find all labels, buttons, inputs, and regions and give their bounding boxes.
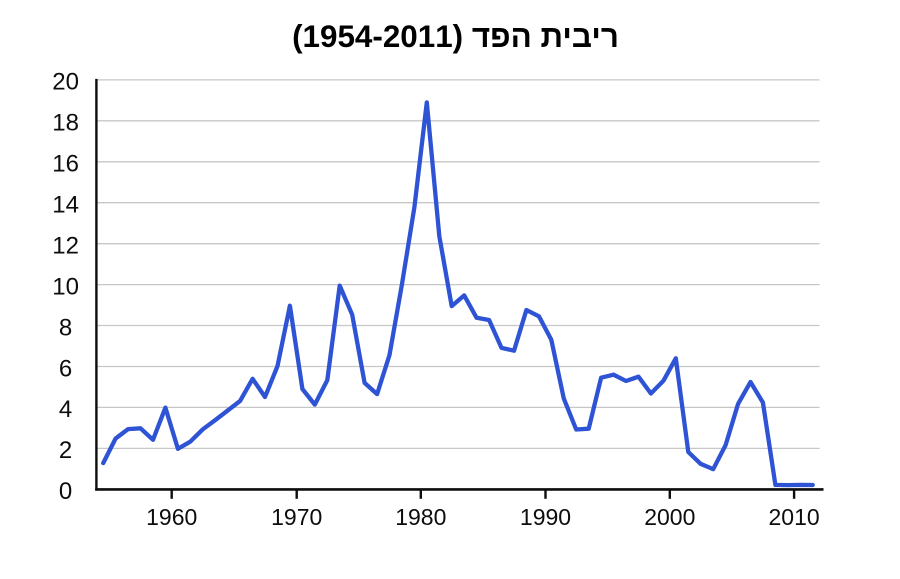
svg-text:1970: 1970 — [271, 504, 322, 530]
svg-text:10: 10 — [52, 273, 79, 300]
svg-text:20: 20 — [52, 69, 79, 96]
svg-text:14: 14 — [52, 192, 79, 219]
svg-text:1990: 1990 — [520, 504, 571, 530]
svg-text:16: 16 — [52, 151, 79, 178]
svg-text:6: 6 — [59, 355, 72, 382]
svg-text:2000: 2000 — [644, 504, 695, 530]
svg-text:1960: 1960 — [146, 504, 197, 530]
svg-text:12: 12 — [52, 233, 79, 260]
svg-text:18: 18 — [52, 110, 79, 137]
svg-text:4: 4 — [59, 396, 72, 423]
svg-text:2010: 2010 — [769, 504, 820, 530]
svg-text:2: 2 — [59, 437, 72, 464]
svg-text:8: 8 — [59, 314, 72, 341]
svg-text:1980: 1980 — [395, 504, 446, 530]
svg-text:0: 0 — [59, 478, 72, 505]
